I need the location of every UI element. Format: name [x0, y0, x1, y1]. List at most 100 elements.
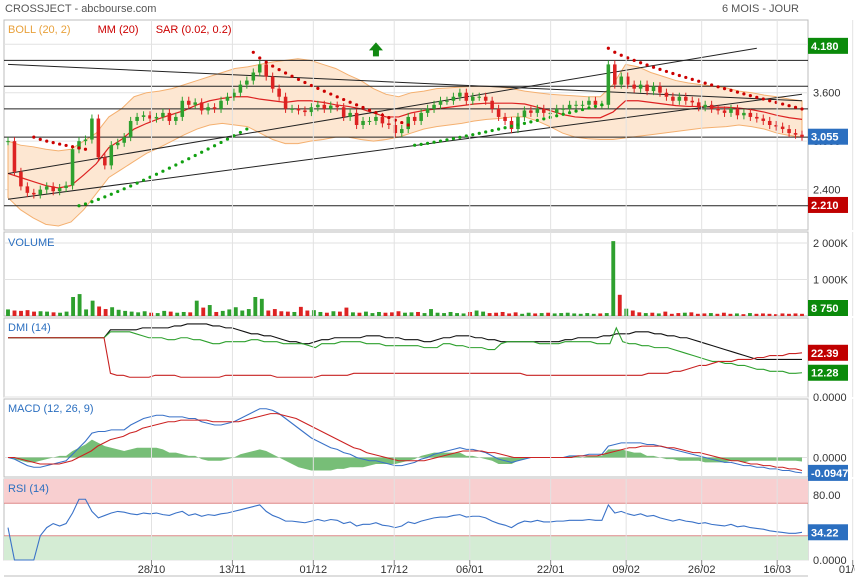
volume-bar	[474, 310, 479, 316]
volume-bar	[526, 312, 531, 316]
volume-bar	[591, 313, 596, 316]
candle-body	[122, 137, 126, 143]
sar-dot-up	[529, 120, 533, 124]
candle-body	[206, 107, 210, 111]
sar-dot-down	[619, 53, 623, 57]
candle-body	[361, 120, 365, 125]
candle-body	[542, 108, 546, 113]
volume-bar	[481, 311, 486, 316]
candle-body	[664, 92, 669, 97]
candle-body	[232, 92, 236, 97]
period-label: 6 MOIS - JOUR	[722, 3, 799, 15]
candle-body	[186, 100, 191, 105]
price-value-tag: 2.210	[811, 200, 839, 212]
chart-title: CROSSJECT - abcbourse.com	[5, 3, 156, 15]
sar-dot-down	[400, 120, 404, 125]
volume-bar	[461, 313, 466, 316]
sar-dot-down	[277, 68, 281, 72]
candle-body	[148, 115, 152, 119]
volume-bar	[285, 311, 290, 316]
volume-bar	[721, 312, 726, 316]
sar-dot-up	[509, 124, 514, 128]
sar-dot-down	[793, 105, 798, 109]
volume-bar	[637, 312, 642, 316]
price-value-tag-bg	[808, 196, 848, 213]
volume-bar	[110, 307, 115, 316]
candle-body	[283, 96, 288, 109]
rsi-oversold-band	[4, 535, 808, 560]
sar-dot-down	[690, 77, 694, 81]
x-tick-label: 01/12	[300, 564, 328, 576]
volume-bar	[734, 313, 739, 316]
volume-bar	[409, 312, 414, 316]
sar-dot-down	[374, 111, 378, 115]
volume-bar	[129, 311, 134, 316]
candle-body	[471, 96, 475, 101]
sar-dot-down	[671, 71, 675, 76]
volume-bar	[761, 313, 765, 316]
sar-dot-up	[438, 139, 443, 143]
volume-bar	[767, 313, 772, 316]
volume-bar	[246, 309, 251, 316]
volume-bar	[422, 313, 427, 316]
volume-bar	[747, 313, 752, 316]
sar-dot-down	[613, 50, 617, 54]
volume-bar	[25, 310, 30, 316]
candle-body	[503, 116, 507, 121]
x-tick-label: 28/10	[138, 564, 166, 576]
candle-body	[380, 116, 385, 124]
price-legend-item: SAR (0.02, 0.2)	[156, 24, 232, 36]
sar-dot-down	[645, 63, 649, 67]
candle-body	[174, 116, 178, 121]
volume-tick-label: 1 000K	[813, 274, 849, 286]
price-tick-label: 3.600	[813, 88, 841, 100]
volume-bar	[344, 307, 349, 316]
volume-bar	[682, 312, 687, 316]
sar-dot-up	[148, 175, 152, 179]
candle-body	[199, 102, 204, 111]
volume-bar	[311, 310, 316, 316]
volume-bar	[279, 311, 284, 316]
sar-dot-down	[83, 147, 88, 151]
sar-dot-up	[238, 130, 242, 135]
volume-bar	[520, 313, 525, 316]
volume-bar	[669, 313, 674, 316]
sar-dot-up	[542, 117, 546, 121]
sar-dot-up	[490, 128, 494, 133]
volume-bar	[494, 312, 499, 316]
sar-dot-down	[800, 107, 804, 111]
sar-dot-down	[348, 100, 352, 104]
candle-body	[212, 107, 217, 109]
candle-body	[406, 116, 411, 130]
sar-dot-down	[264, 60, 268, 64]
dmi-legend: DMI (14)	[8, 322, 51, 334]
volume-bar	[350, 312, 355, 316]
sar-dot-down	[296, 77, 301, 82]
price-tick-label: 2.400	[813, 185, 841, 197]
sar-dot-up	[477, 131, 481, 135]
price-frame	[3, 19, 809, 231]
sar-dot-up	[167, 166, 171, 170]
sar-dot-down	[742, 92, 746, 96]
volume-bar	[97, 306, 102, 316]
candle-body	[677, 96, 682, 101]
volume-bar	[324, 312, 329, 316]
candle-body	[774, 125, 778, 127]
sar-dot-up	[193, 153, 197, 158]
volume-bar	[643, 313, 648, 316]
candle-body	[761, 118, 766, 121]
sar-dot-up	[109, 192, 113, 196]
sar-dot-up	[516, 123, 520, 127]
volume-bar	[598, 313, 603, 316]
sar-dot-up	[180, 160, 184, 164]
dmi-line-dmi_green	[8, 326, 803, 374]
sar-dot-down	[710, 83, 714, 87]
volume-bar	[656, 313, 661, 316]
sar-dot-up	[497, 127, 501, 131]
candle-body	[167, 112, 172, 121]
dmi-panel: 0.0000	[4, 323, 847, 404]
sar-dot-up	[535, 118, 539, 122]
sar-dot-down	[329, 92, 333, 96]
macd-value-tag: -0.0947	[811, 468, 848, 480]
